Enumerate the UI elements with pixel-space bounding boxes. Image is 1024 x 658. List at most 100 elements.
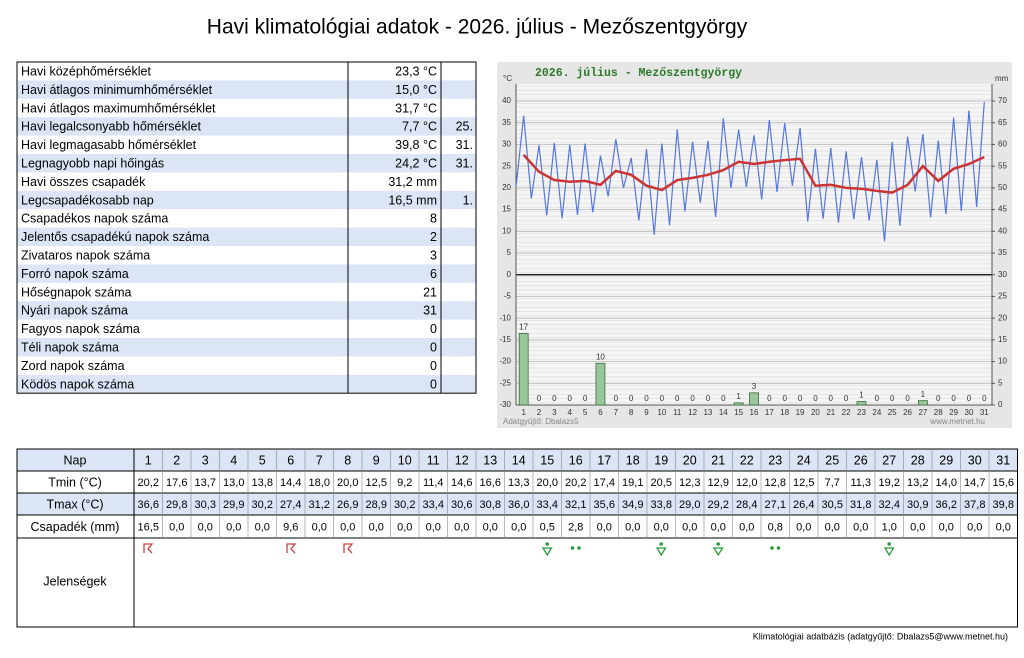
- cell: 0,0: [483, 521, 498, 533]
- row-shade: [17, 374, 476, 394]
- cell: 29,2: [708, 499, 729, 511]
- row-shade: [17, 227, 476, 246]
- x-tick-label: 10: [657, 408, 666, 417]
- bar: [749, 392, 759, 406]
- day-label: 24: [797, 453, 811, 467]
- temp-segment: [599, 155, 609, 197]
- cell: 0,0: [967, 521, 982, 533]
- y-tick-label: -25: [499, 378, 511, 387]
- day-label: 20: [683, 453, 697, 467]
- temp-segment: [684, 141, 694, 212]
- cell: 0,0: [796, 521, 811, 533]
- shower-icon: [883, 542, 895, 557]
- x-tick-label: 22: [842, 408, 851, 417]
- temp-segment: [784, 123, 793, 186]
- summary-day: 31.: [456, 138, 473, 152]
- temp-segment: [768, 120, 778, 192]
- y-tick-label: -15: [499, 335, 511, 344]
- x-tick-label: 16: [750, 408, 759, 417]
- bar: [856, 401, 867, 406]
- day-label: 31: [996, 453, 1010, 467]
- cell: 30,8: [480, 499, 501, 511]
- cell: 36,2: [936, 499, 957, 511]
- temp-segment: [953, 117, 962, 211]
- cell: 14,6: [451, 477, 472, 489]
- cell: 30,6: [451, 499, 472, 511]
- summary-label: Legcsapadékosabb nap: [21, 193, 154, 207]
- cell: 0,0: [169, 521, 184, 533]
- y2-tick-label: 15: [998, 335, 1007, 344]
- summary-value: 39,8 °C: [395, 138, 437, 152]
- y2-tick-label: 25: [998, 292, 1007, 301]
- row-shade: [17, 154, 476, 173]
- summary-day: 25.: [456, 120, 473, 134]
- summary-value: 3: [430, 248, 437, 262]
- plot-bg: [516, 84, 992, 405]
- cell: 14,7: [964, 477, 985, 489]
- day-label: 18: [626, 453, 640, 467]
- bar-label: 17: [519, 322, 528, 331]
- summary-value: 23,3 °C: [395, 64, 437, 78]
- cell: 12,3: [679, 477, 700, 489]
- chart-footer: www.metnet.hu: [929, 417, 985, 426]
- header-label: Nap: [64, 453, 87, 467]
- temp-segment: [523, 115, 532, 199]
- bar-label: 0: [706, 394, 711, 403]
- cell: 20,0: [537, 477, 558, 489]
- x-tick-label: 31: [980, 408, 989, 417]
- y-tick-label: 25: [502, 161, 511, 170]
- summary-label: Jelentős csapadékú napok száma: [21, 230, 209, 244]
- summary-value: 6: [430, 267, 437, 281]
- cell: 0,0: [198, 521, 213, 533]
- y2-tick-label: 45: [998, 205, 1007, 214]
- cell: 27,4: [280, 499, 301, 511]
- day-label: 27: [882, 453, 896, 467]
- y-tick-label: -10: [499, 313, 511, 322]
- summary-label: Havi legmagasabb hőmérséklet: [21, 138, 197, 152]
- temp-segment: [822, 147, 832, 219]
- temp-segment: [538, 145, 548, 216]
- cell: 39,8: [993, 499, 1014, 511]
- summary-label: Csapadékos napok száma: [21, 212, 168, 226]
- bar-label: 0: [644, 394, 649, 403]
- day-label: 10: [398, 453, 412, 467]
- temp-segment: [791, 127, 801, 186]
- cell: 19,2: [879, 477, 900, 489]
- summary-label: Legnagyobb napi hőingás: [21, 156, 164, 170]
- temp-segment: [914, 133, 924, 192]
- x-tick-label: 4: [568, 408, 573, 417]
- summary-label: Havi összes csapadék: [21, 175, 146, 189]
- cell: 13,3: [508, 477, 529, 489]
- y2-tick-label: 55: [998, 161, 1007, 170]
- cell: 33,8: [651, 499, 672, 511]
- cell: 14,0: [936, 477, 957, 489]
- y2-tick-label: 0: [998, 400, 1003, 409]
- day-label: 2: [173, 453, 180, 467]
- day-label: 13: [483, 453, 497, 467]
- cell: 0,0: [426, 521, 441, 533]
- cell: 0,0: [739, 521, 754, 533]
- cell: 9,6: [283, 521, 298, 533]
- x-tick-label: 15: [734, 408, 743, 417]
- day-label: 12: [455, 453, 469, 467]
- summary-label: Nyári napok száma: [21, 304, 128, 318]
- summary-day: 1.: [463, 193, 473, 207]
- temp-segment: [668, 129, 678, 226]
- temp-segment: [661, 143, 671, 226]
- thunder-icon: [143, 543, 154, 554]
- bar-label: 0: [782, 394, 787, 403]
- cell: 29,9: [223, 499, 244, 511]
- row-shade: [17, 338, 476, 357]
- x-tick-label: 8: [629, 408, 634, 417]
- cell: 30,5: [822, 499, 843, 511]
- day-label: 15: [540, 453, 554, 467]
- chart-footer: Adatgyűjtő: Dbalazs5: [503, 417, 579, 426]
- row-shade: [17, 301, 476, 320]
- x-tick-label: 20: [811, 408, 820, 417]
- y2-tick-label: 50: [998, 183, 1007, 192]
- bar-label: 0: [982, 394, 987, 403]
- cell: 28,9: [366, 499, 387, 511]
- bar-label: 0: [967, 394, 972, 403]
- cell: 7,7: [825, 477, 840, 489]
